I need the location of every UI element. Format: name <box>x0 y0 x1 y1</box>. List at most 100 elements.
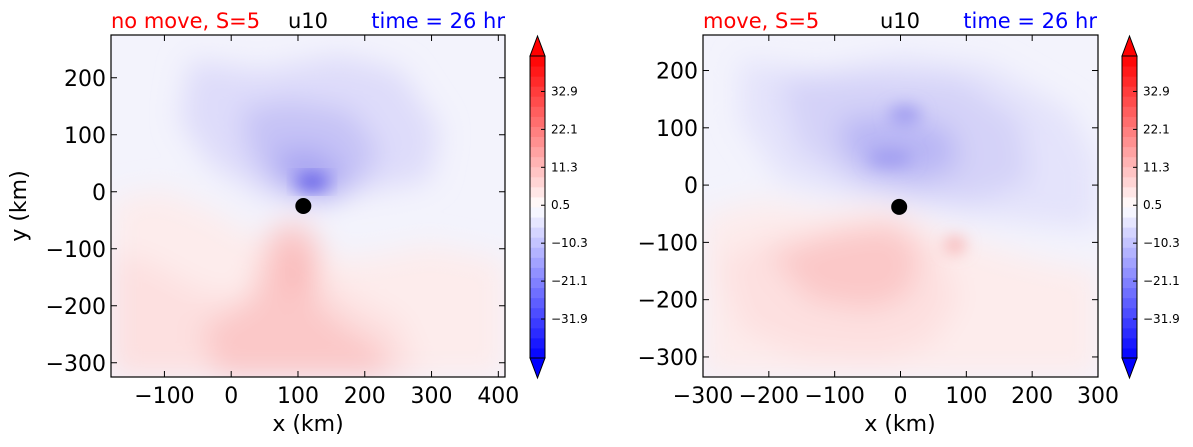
panel-2-colorbar-extend-low <box>1121 357 1138 380</box>
panel-2-colorbar-level <box>1122 166 1137 178</box>
panel-2-xtick-label: 200 <box>1011 384 1053 409</box>
panel-2-colorbar-level <box>1122 257 1137 268</box>
panel-2-colorbar-level <box>1122 247 1137 258</box>
panel-2-title-center: u10 <box>880 9 920 33</box>
panel-1-colorbar-level <box>530 257 545 268</box>
panel-1-colorbar-tick-label: 0.5 <box>551 198 570 212</box>
panel-2-ytick-label: 100 <box>656 117 698 142</box>
panel-2-title-right: time = 26 hr <box>963 9 1097 33</box>
panel-1-field <box>111 35 505 377</box>
panel-1-xlabel: x (km) <box>272 412 343 437</box>
panel-2-colorbar: 32.9 22.1 11.3 0.5 −10.3 −21.1 −31.9 <box>1121 34 1180 380</box>
panel-2-colorbar-level <box>1122 217 1137 228</box>
panel-2-colorbar-level <box>1122 327 1137 339</box>
panel-2-colorbar-tick-label: −10.3 <box>1143 236 1180 250</box>
panel-2-xtick-label: 100 <box>945 384 987 409</box>
panel-1-ytick-label: 100 <box>64 124 106 149</box>
panel-1-colorbar-level <box>530 277 545 289</box>
panel-1-ylabel: y (km) <box>7 170 32 241</box>
panel-2-colorbar-level <box>1122 116 1137 127</box>
panel-2-ytick-label: −100 <box>638 231 698 256</box>
panel-2-colorbar-tick-label: 11.3 <box>1143 160 1170 174</box>
panel-1-colorbar-level <box>530 217 545 228</box>
panel-1-ytick-label: 0 <box>92 181 106 206</box>
panel-1-colorbar-tick-label: 32.9 <box>551 84 578 98</box>
panel-1-colorbar-extend-high <box>529 34 546 57</box>
panel-1-colorbar-tick-label: −10.3 <box>551 236 588 250</box>
panel-1-colorbar-tick-label: 22.1 <box>551 122 578 136</box>
panel-2-ytick-label: 200 <box>656 60 698 85</box>
panel-1-xtick-label: 200 <box>344 384 386 409</box>
panel-2-colorbar-extend-high <box>1121 34 1138 57</box>
panel-1-colorbar-extend-low <box>529 357 546 380</box>
panel-1-colorbar: 32.9 22.1 11.3 0.5 −10.3 −21.1 −31.9 <box>529 34 588 380</box>
panel-1-colorbar-level <box>530 196 545 208</box>
panel-1-title-left: no move, S=5 <box>111 9 260 33</box>
panel-1-colorbar-level <box>530 247 545 258</box>
panel-1-xtick-label: −100 <box>134 384 194 409</box>
panel-2-colorbar-level <box>1122 337 1137 349</box>
panel-2-center-marker <box>891 198 908 215</box>
panel-1-colorbar-level <box>530 287 545 299</box>
panel-2-colorbar-level <box>1122 56 1137 67</box>
panel-2-colorbar-level <box>1122 297 1137 309</box>
panel-1-colorbar-tick-label: 11.3 <box>551 160 578 174</box>
panel-2-colorbar-level <box>1122 307 1137 319</box>
panel-1-title-center: u10 <box>288 9 328 33</box>
panel-1-colorbar-level <box>530 126 545 138</box>
panel-2-colorbar-level <box>1122 126 1137 138</box>
panel-2-xtick-label: 300 <box>1077 384 1119 409</box>
panel-2-colorbar-frame <box>1121 55 1138 359</box>
panel-1-colorbar-level <box>530 347 545 359</box>
panel-2-ticks: −300 −200 −100 0 100 200 300−300−200−100010020… <box>638 35 1119 409</box>
panel-1-colorbar-tick-label: −21.1 <box>551 274 588 288</box>
panel-2-xtick-label: −300 <box>673 384 733 409</box>
panel-1-xtick-label: 0 <box>224 384 238 409</box>
panel-1-colorbar-level <box>530 237 545 248</box>
panel-2-colorbar-level <box>1122 287 1137 299</box>
panel-1-colorbar-level <box>530 86 545 97</box>
panel-1-colorbar-level <box>530 146 545 158</box>
panel-2-xtick-label: −200 <box>739 384 799 409</box>
panel-2-colorbar-level <box>1122 347 1137 359</box>
panel-1-colorbar-frame <box>529 55 546 359</box>
panel-2: move, S=5 u10 time = 26 hr <box>638 9 1180 437</box>
panel-1-colorbar-level <box>530 66 545 77</box>
panel-1-colorbar-level <box>530 307 545 319</box>
panel-2-colorbar-level <box>1122 186 1137 198</box>
panel-2-ytick-label: −200 <box>638 289 698 314</box>
panel-2-colorbar-tick-label: −21.1 <box>1143 274 1180 288</box>
panel-2-xtick-label: −100 <box>804 384 864 409</box>
panel-2-colorbar-level <box>1122 136 1137 148</box>
panel-2-colorbar-tick-label: 32.9 <box>1143 84 1170 98</box>
panel-2-colorbar-level <box>1122 96 1137 107</box>
panel-2-colorbar-level <box>1122 207 1137 218</box>
panel-1-colorbar-level <box>530 156 545 168</box>
panel-2-xlabel: x (km) <box>864 412 935 437</box>
panel-1-ytick-label: −100 <box>46 238 106 263</box>
panel-1-colorbar-level <box>530 76 545 87</box>
panel-2-colorbar-tick-label: 22.1 <box>1143 122 1170 136</box>
panel-1-colorbar-tick-label: −31.9 <box>551 312 588 326</box>
panel-2-colorbar-level <box>1122 176 1137 188</box>
panel-1-colorbar-level <box>530 136 545 148</box>
panel-1-center-marker <box>295 198 312 214</box>
panel-2-colorbar-level <box>1122 227 1137 238</box>
panel-1-colorbar-level <box>530 56 545 67</box>
panel-2-field <box>703 35 1098 377</box>
panel-2-xtick-label: 0 <box>894 384 908 409</box>
panel-1: no move, S=5 u10 time = 26 hr <box>7 9 588 437</box>
panel-1-title-right: time = 26 hr <box>371 9 505 33</box>
panel-1-colorbar-level <box>530 176 545 188</box>
panel-2-colorbar-tick-label: −31.9 <box>1143 312 1180 326</box>
panel-2-colorbar-level <box>1122 156 1137 168</box>
panel-2-colorbar-level <box>1122 267 1137 278</box>
panel-1-xtick-label: 400 <box>477 384 519 409</box>
panel-1-plot-area <box>110 34 506 378</box>
panel-2-colorbar-level <box>1122 237 1137 248</box>
panel-1-colorbar-level <box>530 317 545 329</box>
panel-1-colorbar-level <box>530 297 545 309</box>
panel-2-colorbar-level <box>1122 277 1137 289</box>
